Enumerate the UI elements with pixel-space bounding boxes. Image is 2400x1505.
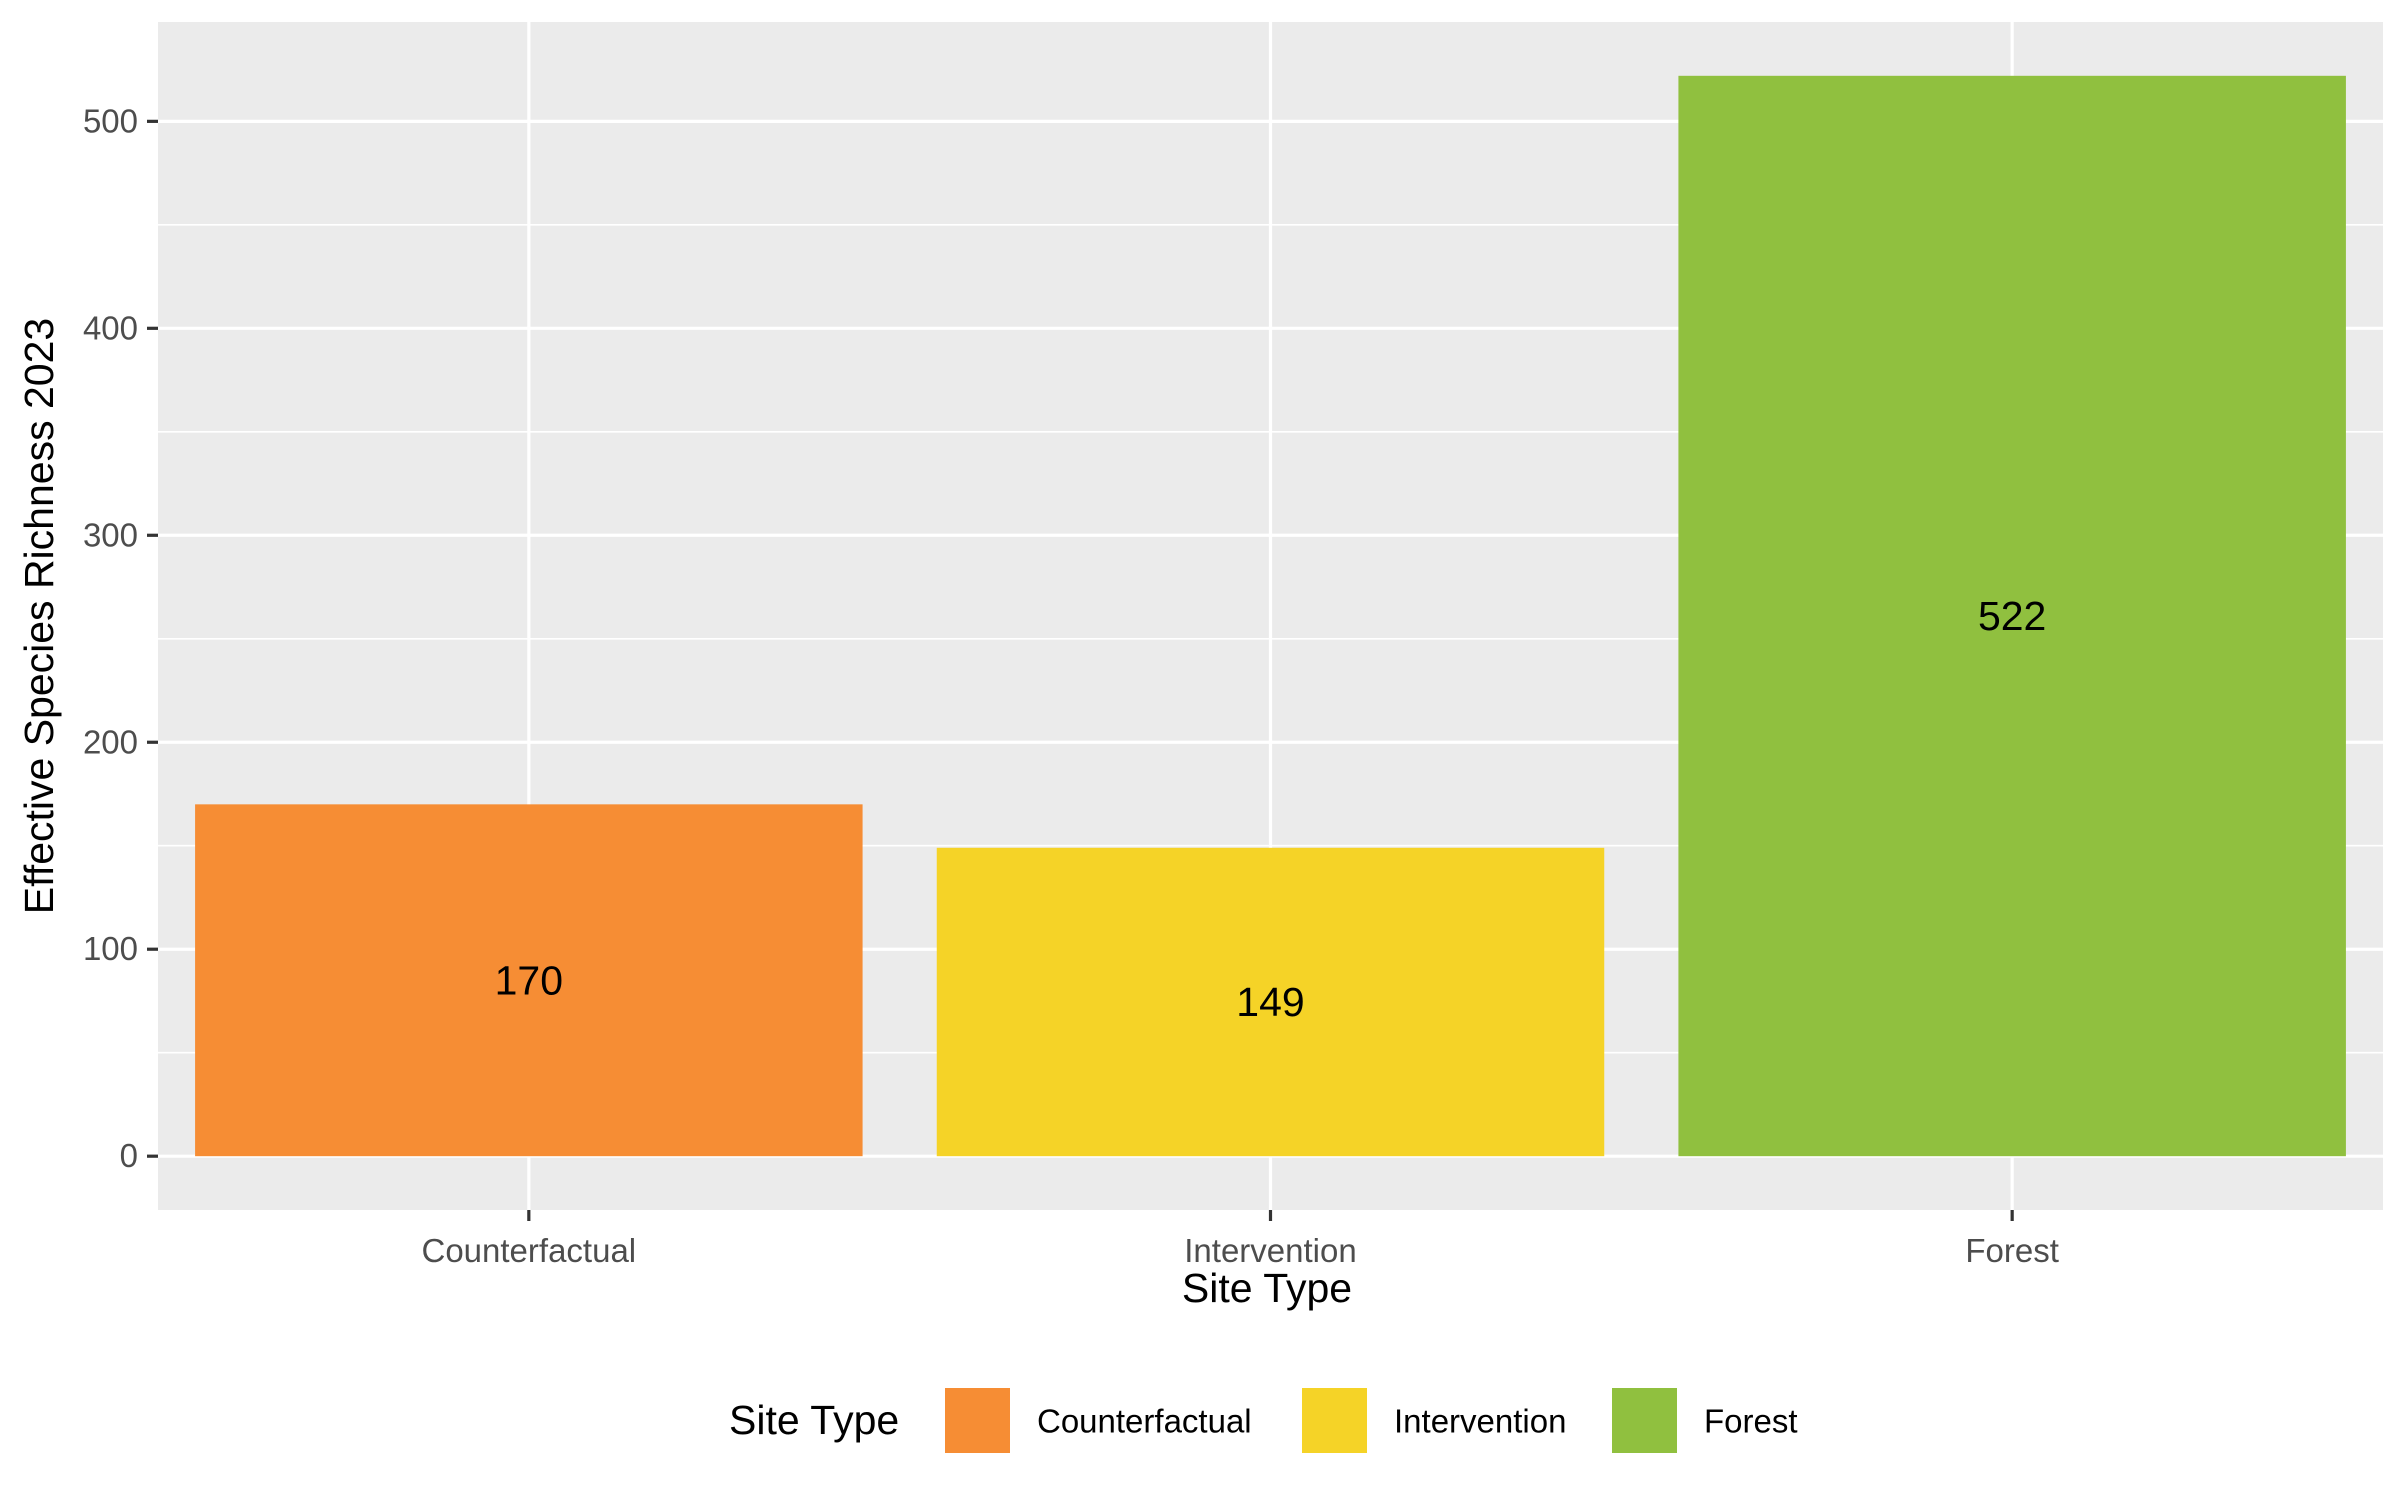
legend-label: Intervention — [1394, 1403, 1566, 1440]
x-axis-title: Site Type — [1182, 1265, 1352, 1311]
legend-label: Forest — [1704, 1403, 1798, 1440]
y-tick-label: 300 — [83, 516, 138, 553]
x-axis: Counterfactual Intervention Forest — [422, 1210, 2059, 1269]
legend-key — [943, 1386, 1012, 1455]
y-tick-label: 400 — [83, 309, 138, 346]
y-axis-title: Effective Species Richness 2023 — [16, 318, 62, 914]
bar-labels: 170 149 522 — [495, 593, 2047, 1025]
legend-items: Counterfactual Intervention Forest — [943, 1386, 1798, 1455]
y-tick-label: 0 — [120, 1137, 138, 1174]
x-tick-label: Counterfactual — [422, 1232, 637, 1269]
y-tick-label: 100 — [83, 930, 138, 967]
bar — [936, 847, 1605, 1157]
x-tick-label: Forest — [1965, 1232, 2059, 1269]
legend-key — [1610, 1386, 1679, 1455]
legend: Site Type Counterfactual Intervention Fore… — [729, 1386, 1798, 1455]
bar-data-label: 522 — [1978, 593, 2046, 639]
legend-key — [1300, 1386, 1369, 1455]
y-tick-label: 200 — [83, 723, 138, 760]
y-tick-label: 500 — [83, 102, 138, 139]
bar-data-label: 149 — [1236, 979, 1304, 1025]
bars — [195, 75, 2346, 1157]
x-tick-label: Intervention — [1184, 1232, 1356, 1269]
bar-data-label: 170 — [495, 957, 563, 1003]
bar — [1678, 75, 2346, 1157]
bar — [195, 804, 863, 1157]
legend-title: Site Type — [729, 1397, 899, 1443]
legend-label: Counterfactual — [1037, 1403, 1252, 1440]
y-axis: 0 100 200 300 400 500 — [83, 102, 158, 1174]
